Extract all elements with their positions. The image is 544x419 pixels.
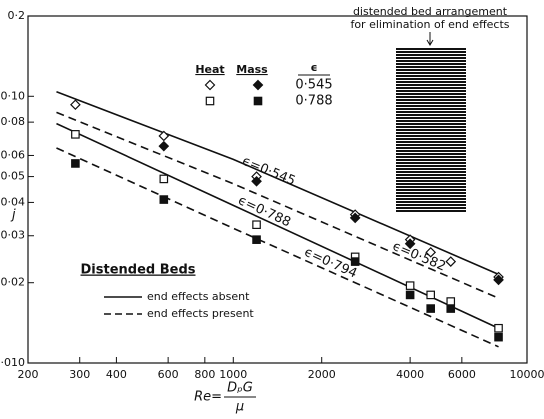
square-marker bbox=[426, 304, 435, 313]
legend-label: 0·788 bbox=[295, 94, 332, 109]
x-tick-label: 800 bbox=[194, 368, 215, 381]
diamond-marker bbox=[204, 79, 216, 91]
square-marker bbox=[446, 304, 456, 313]
y-tick-label: 0·05 bbox=[1, 170, 26, 183]
y-tick-label: 0·03 bbox=[1, 229, 26, 242]
diamond-marker bbox=[493, 274, 504, 286]
legend2-label: end effects present bbox=[147, 307, 254, 320]
square-marker bbox=[494, 323, 503, 333]
square-marker bbox=[405, 290, 415, 300]
diamond-marker bbox=[252, 79, 264, 91]
legend2-title: Distended Beds bbox=[81, 263, 196, 278]
square-marker bbox=[71, 130, 80, 139]
x-tick-label: 400 bbox=[106, 368, 127, 381]
square-marker bbox=[159, 195, 169, 204]
legend2-label: end effects absent bbox=[147, 290, 250, 303]
diamond-marker bbox=[158, 130, 170, 142]
y-tick-label: 0·10 bbox=[1, 89, 26, 102]
x-axis-label-numerator: DₚG bbox=[227, 381, 253, 396]
legend-header: ϵ bbox=[310, 61, 317, 74]
annotation: for elimination of end effects bbox=[350, 18, 509, 31]
x-tick-label: 10000 bbox=[510, 368, 544, 381]
x-tick-label: 4000 bbox=[396, 368, 424, 381]
legend-label: 0·545 bbox=[295, 78, 332, 93]
y-tick-label: 0·010 bbox=[0, 356, 25, 369]
x-axis-label-denominator: μ bbox=[235, 400, 244, 415]
annotation-arrowhead bbox=[426, 39, 434, 46]
legend-header: Mass bbox=[236, 63, 268, 76]
diamond-marker bbox=[445, 256, 457, 267]
x-tick-label: 2000 bbox=[308, 368, 336, 381]
diamond-marker bbox=[70, 99, 81, 111]
bed-illustration bbox=[396, 47, 466, 212]
plot-frame bbox=[27, 15, 528, 364]
fit-line bbox=[56, 111, 499, 299]
square-marker bbox=[494, 332, 503, 342]
diamond-marker bbox=[349, 212, 361, 224]
line-label: ϵ=0·788 bbox=[236, 193, 293, 230]
line-label: ϵ=0·582 bbox=[390, 239, 448, 275]
x-axis-label: Re= bbox=[194, 390, 222, 405]
x-tick-label: 200 bbox=[18, 368, 39, 381]
square-marker bbox=[426, 290, 435, 300]
diamond-marker bbox=[251, 175, 262, 187]
square-marker bbox=[446, 297, 456, 306]
x-tick-label: 300 bbox=[69, 368, 90, 381]
square-marker bbox=[252, 235, 261, 244]
square-marker bbox=[252, 220, 261, 230]
x-tick-label: 600 bbox=[158, 368, 179, 381]
y-tick-label: 0·04 bbox=[1, 195, 26, 208]
x-tick-label: 1000 bbox=[219, 368, 247, 381]
line-label: ϵ=0·545 bbox=[240, 154, 298, 189]
square-marker bbox=[350, 257, 360, 266]
y-tick-label: 0·08 bbox=[1, 115, 26, 128]
diamond-marker bbox=[425, 246, 437, 258]
x-tick-label: 6000 bbox=[448, 368, 476, 381]
legend-header: Heat bbox=[195, 63, 224, 76]
square-marker bbox=[71, 159, 80, 168]
diamond-marker bbox=[158, 140, 170, 152]
y-axis-label: j bbox=[10, 208, 16, 223]
y-tick-label: 0·2 bbox=[8, 9, 26, 22]
square-marker bbox=[253, 96, 263, 106]
y-tick-label: 0·02 bbox=[1, 276, 26, 289]
square-marker bbox=[405, 281, 415, 290]
square-marker bbox=[159, 174, 169, 184]
diamond-marker bbox=[404, 238, 416, 250]
annotation: distended bed arrangement bbox=[353, 5, 508, 18]
square-marker bbox=[205, 96, 215, 106]
y-tick-label: 0·06 bbox=[1, 148, 26, 161]
